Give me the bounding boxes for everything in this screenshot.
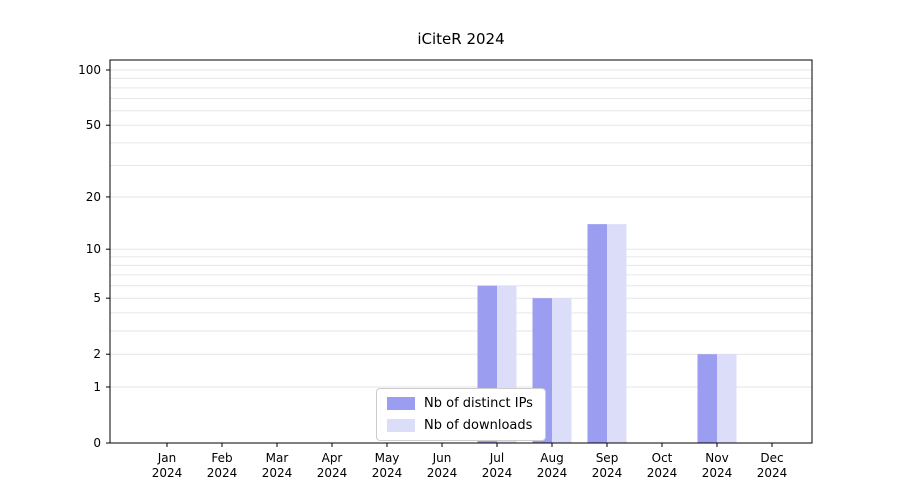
x-tick-label-year-jul: 2024 [482,466,513,480]
x-tick-label-year-apr: 2024 [317,466,348,480]
x-tick-label-year-feb: 2024 [207,466,238,480]
x-tick-label-month-aug: Aug [540,451,563,465]
y-tick-label-20: 20 [86,190,101,204]
x-tick-label-month-jun: Jun [432,451,452,465]
x-tick-label-month-may: May [375,451,400,465]
y-tick-label-50: 50 [86,118,101,132]
x-tick-label-year-mar: 2024 [262,466,293,480]
x-tick-label-month-mar: Mar [266,451,289,465]
x-tick-label-year-aug: 2024 [537,466,568,480]
legend-swatch-downloads [387,419,415,432]
y-tick-label-100: 100 [78,63,101,77]
bar-downloads-nov [717,354,737,443]
bar-downloads-aug [552,298,572,443]
x-tick-label-month-sep: Sep [596,451,619,465]
bar-ips-sep [587,224,607,443]
x-tick-label-year-oct: 2024 [647,466,678,480]
x-tick-label-month-jan: Jan [157,451,177,465]
y-tick-label-1: 1 [93,380,101,394]
chart-title: iCiteR 2024 [417,30,505,48]
legend: Nb of distinct IPs Nb of downloads [376,388,546,441]
x-tick-label-month-apr: Apr [322,451,343,465]
x-tick-label-month-feb: Feb [211,451,232,465]
y-tick-label-0: 0 [93,436,101,450]
x-tick-label-year-jan: 2024 [152,466,183,480]
legend-label-downloads: Nb of downloads [424,418,533,433]
y-tick-label-5: 5 [93,291,101,305]
x-tick-label-year-dec: 2024 [757,466,788,480]
legend-entry-downloads: Nb of downloads [387,418,533,433]
y-tick-label-10: 10 [86,242,101,256]
x-tick-label-year-may: 2024 [372,466,403,480]
legend-swatch-distinct-ips [387,397,415,410]
x-tick-label-year-nov: 2024 [702,466,733,480]
x-tick-label-month-jul: Jul [489,451,504,465]
x-tick-label-year-sep: 2024 [592,466,623,480]
bar-downloads-sep [607,224,627,443]
x-tick-label-month-dec: Dec [760,451,783,465]
bar-ips-nov [697,354,717,443]
legend-entry-distinct-ips: Nb of distinct IPs [387,396,533,411]
x-tick-label-month-oct: Oct [652,451,673,465]
y-tick-label-2: 2 [93,347,101,361]
legend-label-distinct-ips: Nb of distinct IPs [424,396,533,411]
plot-background [110,60,812,443]
x-tick-label-month-nov: Nov [705,451,728,465]
x-tick-label-year-jun: 2024 [427,466,458,480]
plot-border [109,59,813,444]
